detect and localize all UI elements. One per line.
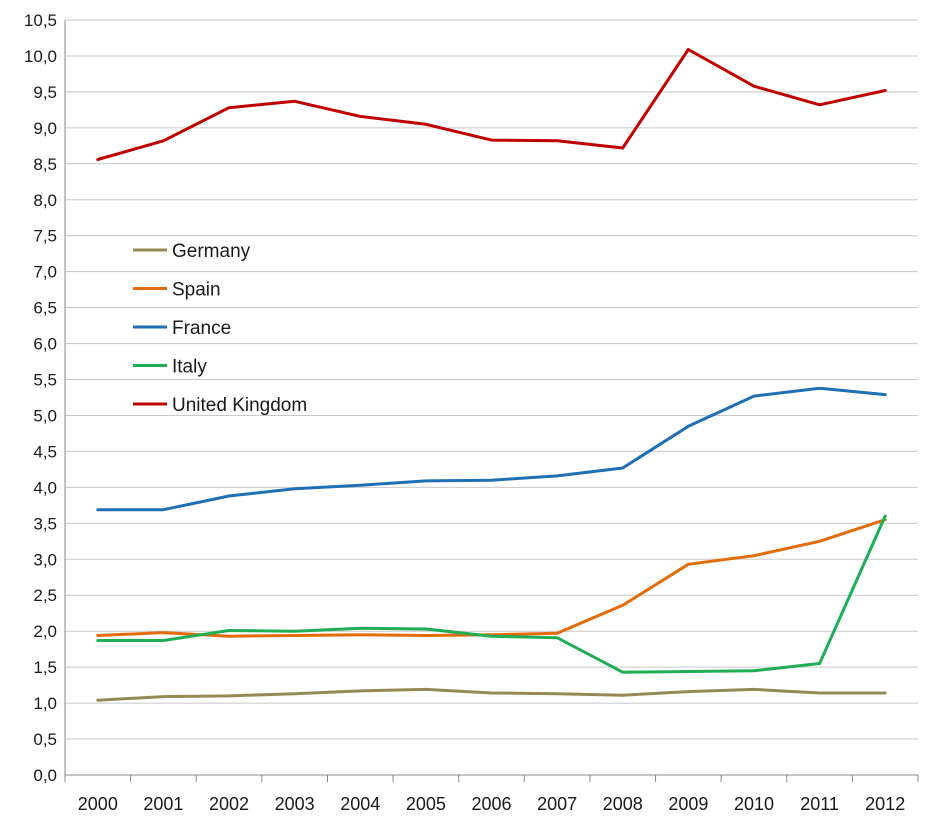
x-tick-label: 2011 [800,794,839,814]
y-tick-label: 7,5 [33,227,57,246]
series-line-germany [96,687,887,702]
x-tick-label: 2000 [78,794,118,814]
series-lines [96,48,887,702]
gridlines [65,19,918,740]
y-tick-label: 8,0 [33,191,57,210]
x-tick-label: 2007 [537,794,577,814]
y-axis-tick-labels: 0,0 0,5 1,0 1,5 2,0 2,5 3,0 3,5 4,0 4,5 5,0 5,5 6,0 6… [24,11,57,785]
y-tick-label: 0,5 [33,730,57,749]
legend-label-italy: Italy [172,357,207,378]
series-line-france [96,386,887,512]
y-tick-label: 6,5 [33,299,57,318]
y-tick-label: 3,5 [33,514,57,533]
series-line-italy [96,514,887,674]
x-tick-label: 2009 [668,794,708,814]
x-tick-label: 2006 [471,794,511,814]
y-tick-label: 9,0 [33,119,57,138]
x-tick-label: 2003 [275,794,315,814]
x-tick-label: 2008 [603,794,643,814]
x-tick-label: 2004 [340,794,380,814]
y-tick-label: 5,5 [33,371,57,390]
y-tick-label: 3,0 [33,550,57,569]
y-tick-label: 5,0 [33,406,57,425]
x-axis-tick-labels: 2000 2001 2002 2003 2004 2005 2006 2007 2008 2009… [78,794,905,814]
x-tick-label: 2001 [143,794,183,814]
x-tick-label: 2002 [209,794,249,814]
series-line-spain [96,518,887,638]
legend-label-united-kingdom: United Kingdom [172,395,307,416]
legend-label-germany: Germany [172,241,251,262]
legend: Germany Spain France Italy United Kingdom [133,241,307,416]
y-tick-label: 4,5 [33,442,57,461]
y-tick-label: 2,5 [33,586,57,605]
y-tick-label: 4,0 [33,478,57,497]
x-tick-label: 2010 [734,794,774,814]
y-tick-label: 2,0 [33,622,57,641]
y-tick-label: 9,5 [33,83,57,102]
y-tick-label: 10,0 [24,47,57,66]
y-tick-label: 1,0 [33,694,57,713]
y-tick-label: 1,5 [33,658,57,677]
axes [64,20,919,782]
y-tick-label: 7,0 [33,263,57,282]
legend-label-spain: Spain [172,280,221,301]
y-tick-label: 6,0 [33,335,57,354]
legend-label-france: France [172,318,231,339]
y-tick-label: 10,5 [24,11,57,30]
x-tick-label: 2012 [865,794,905,814]
y-tick-label: 8,5 [33,155,57,174]
series-line-united-kingdom [96,48,887,161]
x-tick-label: 2005 [406,794,446,814]
y-tick-label: 0,0 [33,766,57,785]
